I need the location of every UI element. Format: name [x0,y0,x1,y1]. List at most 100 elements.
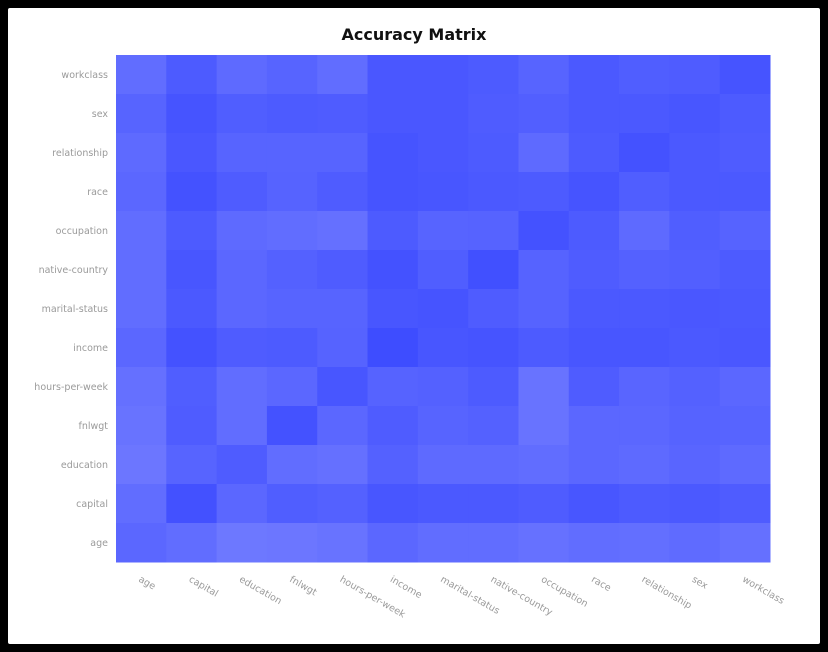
heatmap-cell-hours-per-week-marital-status [417,367,469,407]
heatmap-cell-income-sex [669,328,721,368]
heatmap-cell-race-occupation [518,172,570,212]
heatmap-cell-age-relationship [619,523,670,563]
heatmap-cell-marital-status-race [568,289,620,329]
y-tick-label: fnlwgt [78,421,108,432]
heatmap-cell-education-relationship [619,445,670,485]
heatmap-cell-race-relationship [619,172,670,212]
y-tick-label: race [87,187,108,198]
heatmap-cell-marital-status-workclass [719,289,771,329]
heatmap-cell-education-occupation [518,445,570,485]
heatmap-cell-income-hours-per-week [317,328,369,368]
heatmap-cell-relationship-occupation [518,133,570,173]
y-tick-label: capital [76,499,108,510]
heatmap-cell-workclass-education [216,55,268,95]
heatmap-cell-education-capital [166,445,218,485]
heatmap-cell-race-marital-status [417,172,469,212]
heatmap-cell-sex-income [367,94,419,134]
heatmap-cell-income-education [216,328,268,368]
x-tick-label: income [388,574,424,601]
heatmap-cell-hours-per-week-workclass [719,367,771,407]
heatmap-cell-hours-per-week-occupation [518,367,570,407]
heatmap-cell-education-native-country [468,445,519,485]
heatmap-cell-hours-per-week-fnlwgt [266,367,318,407]
heatmap-cell-income-workclass [719,328,771,368]
heatmap-cell-race-education [216,172,268,212]
y-tick-label: hours-per-week [34,382,108,393]
heatmap-cell-occupation-income [367,211,419,251]
heatmap-cell-sex-race [568,94,620,134]
y-tick-label: sex [92,109,109,120]
heatmap-cell-workclass-capital [166,55,218,95]
heatmap-cell-education-sex [669,445,721,485]
heatmap-cell-fnlwgt-education [216,406,268,446]
heatmap-cell-age-occupation [518,523,570,563]
heatmap-cell-occupation-native-country [468,211,519,251]
heatmap-cell-capital-occupation [518,484,570,524]
y-tick-label: income [73,343,108,354]
heatmap-cell-marital-status-capital [166,289,218,329]
heatmap-cell-capital-education [216,484,268,524]
x-tick-label: education [237,574,283,607]
heatmap-cell-hours-per-week-sex [669,367,721,407]
heatmap-cell-relationship-workclass [719,133,771,173]
heatmap-cell-sex-hours-per-week [317,94,369,134]
heatmap-cell-age-race [568,523,620,563]
heatmap-cell-fnlwgt-relationship [619,406,670,446]
heatmap-cell-capital-age [116,484,167,524]
heatmap-cell-native-country-education [216,250,268,290]
heatmap-cell-workclass-sex [669,55,721,95]
heatmap-cell-native-country-race [568,250,620,290]
heatmap-cell-fnlwgt-occupation [518,406,570,446]
heatmap-cell-relationship-race [568,133,620,173]
heatmap-cell-income-income [367,328,419,368]
heatmap-cell-native-country-hours-per-week [317,250,369,290]
heatmap-cell-workclass-income [367,55,419,95]
heatmap-cell-capital-workclass [719,484,771,524]
heatmap-cell-hours-per-week-income [367,367,419,407]
x-tick-label: fnlwgt [287,574,318,598]
heatmap-cell-occupation-hours-per-week [317,211,369,251]
heatmap-cell-hours-per-week-native-country [468,367,519,407]
y-tick-label: education [61,460,108,471]
y-tick-label: marital-status [42,304,108,315]
heatmap-cell-education-race [568,445,620,485]
heatmap-cell-sex-occupation [518,94,570,134]
y-tick-label: relationship [52,148,108,159]
heatmap-cell-fnlwgt-fnlwgt [266,406,318,446]
heatmap-cell-capital-fnlwgt [266,484,318,524]
heatmap-cell-relationship-relationship [619,133,670,173]
heatmap-cell-occupation-occupation [518,211,570,251]
heatmap-cell-sex-fnlwgt [266,94,318,134]
heatmap-cell-income-capital [166,328,218,368]
heatmap-cell-income-relationship [619,328,670,368]
heatmap-cell-sex-education [216,94,268,134]
heatmap-cell-race-income [367,172,419,212]
heatmap-cell-marital-status-income [367,289,419,329]
heatmap-cell-hours-per-week-relationship [619,367,670,407]
heatmap-cell-sex-relationship [619,94,670,134]
heatmap-cell-occupation-fnlwgt [266,211,318,251]
heatmap-cell-education-income [367,445,419,485]
heatmap-cell-relationship-marital-status [417,133,469,173]
heatmap-cell-capital-marital-status [417,484,469,524]
x-tick-label: workclass [740,574,786,607]
x-tick-label: sex [690,574,710,592]
heatmap-cell-sex-sex [669,94,721,134]
heatmap-cell-workclass-hours-per-week [317,55,369,95]
heatmap-cell-native-country-fnlwgt [266,250,318,290]
heatmap-cell-fnlwgt-native-country [468,406,519,446]
heatmap-cell-relationship-capital [166,133,218,173]
heatmap-cell-occupation-sex [669,211,721,251]
heatmap-cell-marital-status-relationship [619,289,670,329]
heatmap-cell-relationship-sex [669,133,721,173]
y-tick-label: workclass [61,70,108,81]
heatmap-cell-marital-status-education [216,289,268,329]
heatmap-cell-capital-sex [669,484,721,524]
heatmap-cell-race-fnlwgt [266,172,318,212]
heatmap-cell-hours-per-week-capital [166,367,218,407]
chart-title: Accuracy Matrix [341,25,487,44]
heatmap-cell-fnlwgt-hours-per-week [317,406,369,446]
heatmap-cell-capital-capital [166,484,218,524]
heatmap-cell-age-capital [166,523,218,563]
